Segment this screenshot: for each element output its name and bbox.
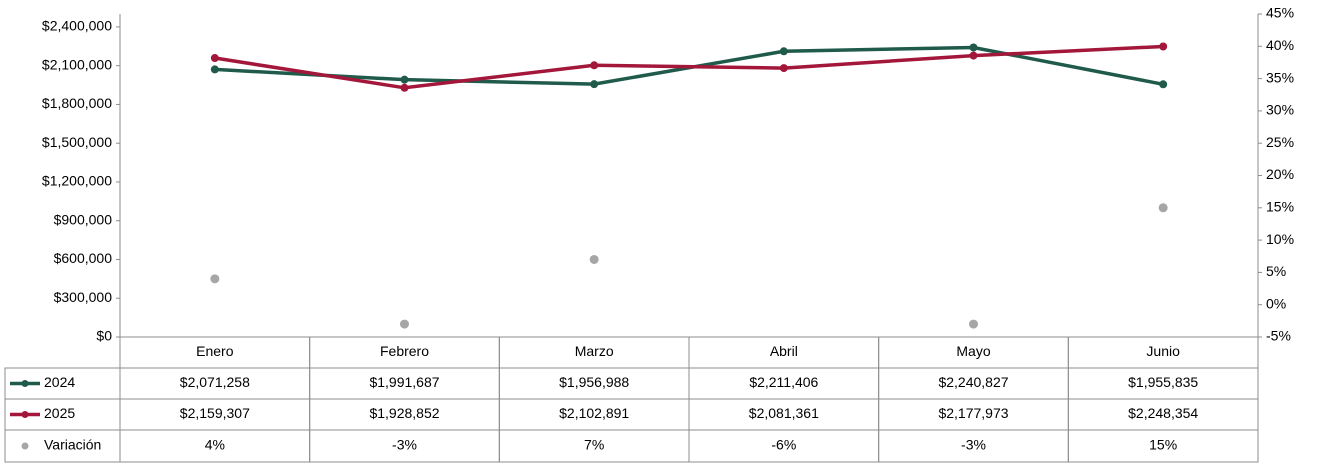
table-value: $2,159,307 bbox=[180, 405, 250, 421]
table-value: 7% bbox=[584, 437, 604, 453]
y2-tick-label: 0% bbox=[1266, 295, 1286, 311]
y2-tick-label: 20% bbox=[1266, 166, 1294, 182]
point bbox=[589, 254, 599, 264]
y-tick-label: $600,000 bbox=[54, 250, 113, 266]
y2-tick-label: 25% bbox=[1266, 134, 1294, 150]
table-value: 4% bbox=[205, 437, 225, 453]
point bbox=[210, 274, 220, 284]
plot bbox=[210, 42, 1168, 329]
x-tick-label: Junio bbox=[1146, 343, 1180, 359]
legend-label: 2025 bbox=[44, 405, 75, 421]
point bbox=[210, 54, 219, 63]
legend-marker bbox=[21, 411, 29, 418]
table-value: $1,928,852 bbox=[369, 405, 439, 421]
y2-tick-label: 35% bbox=[1266, 69, 1294, 85]
y-tick-label: $1,200,000 bbox=[42, 173, 112, 189]
table-value: $2,240,827 bbox=[938, 374, 1008, 390]
x-tick-label: Febrero bbox=[380, 343, 429, 359]
table-value: 15% bbox=[1149, 437, 1177, 453]
y-tick-label: $0 bbox=[96, 328, 112, 344]
y-tick-label: $2,400,000 bbox=[42, 18, 112, 34]
series-line bbox=[214, 44, 1164, 90]
point bbox=[400, 319, 409, 329]
table-value: $1,991,687 bbox=[369, 374, 439, 390]
x-tick-label: Marzo bbox=[575, 343, 614, 359]
point bbox=[1158, 203, 1168, 213]
y2-tick-label: 30% bbox=[1266, 102, 1294, 118]
table-cell bbox=[1067, 429, 1259, 463]
y2-tick-label: 40% bbox=[1266, 37, 1294, 53]
y2-tick-label: 5% bbox=[1266, 263, 1286, 279]
legend-marker bbox=[21, 442, 29, 450]
table-value: $2,071,258 bbox=[180, 374, 250, 390]
point bbox=[969, 319, 978, 329]
y-tick-label: $900,000 bbox=[54, 211, 113, 227]
point bbox=[969, 43, 978, 52]
y2-tick-label: 10% bbox=[1266, 231, 1294, 247]
point bbox=[590, 80, 599, 89]
x-tick-label: Abril bbox=[770, 343, 798, 359]
point bbox=[400, 75, 409, 84]
point bbox=[1159, 42, 1168, 51]
point bbox=[969, 51, 978, 60]
x-tick-label: Mayo bbox=[956, 343, 990, 359]
y2-tick-label: 45% bbox=[1266, 5, 1294, 21]
point bbox=[590, 61, 599, 70]
point bbox=[400, 83, 409, 92]
table-value: -3% bbox=[961, 437, 986, 453]
y2-tick-label: 15% bbox=[1266, 199, 1294, 215]
table-value: $2,211,406 bbox=[749, 374, 818, 390]
table-value: $2,102,891 bbox=[559, 405, 629, 421]
y2-tick-label: -5% bbox=[1266, 328, 1291, 344]
x-tick-label: Enero bbox=[196, 343, 234, 359]
point bbox=[210, 65, 219, 74]
legend-label: 2024 bbox=[44, 374, 75, 390]
table-value: $2,081,361 bbox=[749, 405, 819, 421]
point bbox=[1159, 80, 1168, 89]
y-tick-label: $1,800,000 bbox=[42, 95, 112, 111]
legend-marker bbox=[21, 380, 29, 387]
legend-label: Variación bbox=[44, 437, 101, 453]
y-tick-label: $1,500,000 bbox=[42, 134, 112, 150]
table-value: $1,955,835 bbox=[1128, 374, 1198, 390]
table-value: -6% bbox=[771, 437, 796, 453]
table-value: $2,177,973 bbox=[938, 405, 1008, 421]
y-tick-label: $2,100,000 bbox=[42, 56, 112, 72]
point bbox=[779, 64, 788, 73]
point bbox=[779, 47, 788, 56]
table-value: -3% bbox=[392, 437, 417, 453]
y-tick-label: $300,000 bbox=[54, 289, 113, 305]
table-value: $1,956,988 bbox=[559, 374, 629, 390]
table-value: $2,248,354 bbox=[1128, 405, 1198, 421]
